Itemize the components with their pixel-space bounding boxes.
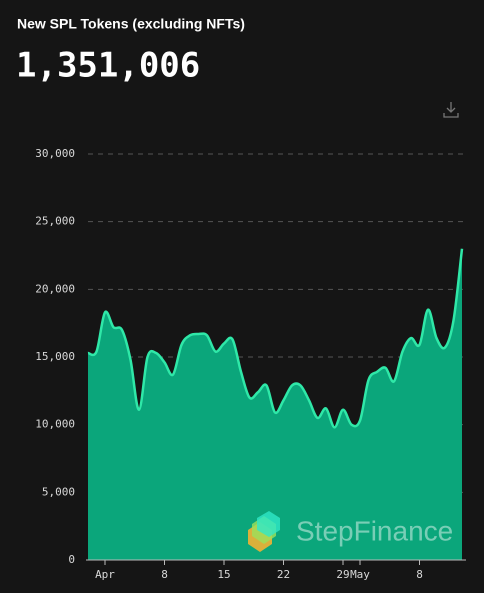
y-tick-label: 0 (68, 553, 75, 566)
x-tick-label: 15 (217, 568, 230, 581)
y-tick-label: 5,000 (42, 485, 75, 498)
area (88, 248, 462, 560)
y-tick-label: 15,000 (35, 350, 75, 363)
x-tick-label: 22 (277, 568, 290, 581)
x-tick-label: 29 (336, 568, 349, 581)
x-tick-label: 8 (161, 568, 168, 581)
x-tick-label: Apr (95, 568, 115, 581)
y-tick-label: 10,000 (35, 418, 75, 431)
chart-title: New SPL Tokens (excluding NFTs) (17, 16, 245, 32)
y-tick-label: 30,000 (35, 147, 75, 160)
line (87, 248, 464, 429)
download-icon (443, 102, 459, 118)
y-tick-label: 20,000 (35, 282, 75, 295)
y-tick-label: 25,000 (35, 215, 75, 228)
x-tick-label: May (350, 568, 370, 581)
x-tick-label: 8 (416, 568, 423, 581)
headline: 1,351,006 (16, 46, 200, 86)
watermark-text: StepFinance (296, 515, 453, 546)
logo-top (257, 511, 280, 537)
watermark: StepFinance (248, 511, 453, 552)
download-button[interactable] (443, 102, 459, 118)
